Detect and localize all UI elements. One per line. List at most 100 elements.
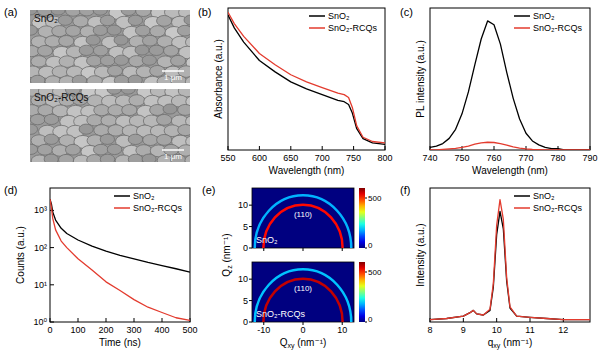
x-axis-label: Qxy (nm⁻¹) — [280, 337, 327, 350]
grain — [157, 15, 172, 26]
panel-label: (f) — [400, 184, 410, 196]
grain — [114, 35, 128, 45]
grain — [178, 104, 190, 115]
grain — [164, 45, 179, 56]
image-label: SnO₂-RCQs — [34, 92, 88, 103]
grain — [100, 154, 115, 162]
grain — [73, 16, 89, 27]
x-axis-label: Wavelength (nm) — [472, 165, 548, 176]
legend-swatch — [514, 27, 530, 29]
grain — [184, 15, 190, 25]
grain — [58, 15, 72, 25]
x-tick-label: 800 — [377, 153, 392, 163]
x-tick — [322, 146, 323, 150]
grain — [157, 134, 172, 145]
grain — [128, 154, 143, 162]
line-chart: 550600650700750800Wavelength (nm)Absorba… — [213, 8, 393, 176]
colorbar-tick-label: 0 — [368, 241, 373, 250]
grain — [44, 134, 58, 144]
sem-background — [30, 89, 190, 162]
x-axis-label: Time (ns) — [99, 337, 141, 348]
grain — [142, 35, 157, 46]
line-chart: 740750760770780790Wavelength (nm)PL inte… — [415, 8, 598, 176]
legend-label: SnO₂-RCQs — [533, 23, 582, 33]
legend-label: SnO₂-RCQs — [133, 203, 182, 213]
x-tick-label: 300 — [126, 325, 141, 335]
y-tick — [50, 322, 54, 323]
x-tick — [530, 318, 531, 322]
sem-image — [30, 10, 190, 83]
grain — [107, 144, 122, 154]
x-tick — [494, 146, 495, 150]
y-tick-label: 10³ — [34, 205, 47, 215]
y-tick — [249, 322, 252, 323]
grain — [185, 155, 190, 162]
x-tick-label: 600 — [252, 153, 267, 163]
grain — [128, 15, 142, 25]
y-axis-label: Qz (nm⁻¹) — [221, 233, 233, 276]
legend-label: SnO₂ — [328, 11, 350, 21]
grain — [87, 76, 103, 83]
grain — [31, 56, 47, 67]
legend-swatch — [514, 207, 530, 209]
legend-label: SnO₂ — [533, 191, 555, 201]
grain — [107, 89, 121, 94]
x-tick-label: 0 — [300, 325, 305, 335]
x-tick — [342, 248, 343, 251]
y-tick-label: 10 — [238, 274, 248, 284]
grain — [87, 155, 102, 162]
grain — [143, 135, 158, 146]
grain — [121, 10, 135, 16]
legend: SnO₂SnO₂-RCQs — [114, 191, 182, 213]
x-tick-label: 11 — [525, 325, 534, 335]
grain — [163, 104, 177, 114]
y-tick — [249, 226, 252, 227]
grain — [114, 55, 128, 65]
colorbar-tick-label: 0 — [368, 315, 373, 324]
x-tick-label: 750 — [454, 153, 469, 163]
plot-frame — [430, 188, 590, 322]
x-tick — [162, 318, 163, 322]
grain — [114, 75, 129, 83]
series-line — [430, 142, 590, 150]
grain — [107, 25, 121, 35]
y-axis-label: Intensity (a.u.) — [415, 223, 426, 286]
series-line — [50, 199, 190, 320]
colorbar-tick — [365, 198, 367, 199]
panel-label: (b) — [198, 6, 211, 18]
x-tick-label: 740 — [422, 153, 437, 163]
y-axis-label: PL intensity (a.u.) — [415, 40, 426, 117]
grain — [30, 75, 45, 83]
grain — [30, 114, 45, 125]
y-axis-label: Counts (a.u.) — [15, 226, 26, 284]
y-tick-label: 0 — [243, 243, 248, 253]
legend-swatch — [114, 195, 130, 197]
peak-label: (110) — [294, 284, 312, 293]
series-group — [430, 200, 590, 320]
y-tick — [50, 247, 54, 248]
peak-label: (110) — [294, 210, 312, 219]
grain — [66, 25, 81, 36]
legend-swatch — [309, 15, 325, 17]
colorbar-tick — [365, 322, 367, 323]
x-tick-label: 750 — [346, 153, 361, 163]
grain — [108, 65, 123, 76]
y-tick — [249, 300, 252, 301]
x-tick — [385, 146, 386, 150]
x-tick — [228, 146, 229, 150]
grain — [178, 125, 190, 136]
series-line — [430, 21, 590, 150]
ring-group — [255, 195, 352, 248]
x-tick — [496, 318, 497, 322]
x-tick — [50, 318, 51, 322]
y-tick — [50, 284, 54, 285]
panel-label: (d) — [4, 184, 17, 196]
x-tick — [263, 248, 264, 251]
x-tick — [463, 318, 464, 322]
sem-image — [30, 89, 190, 162]
grain — [59, 154, 74, 162]
x-tick-label: 400 — [154, 325, 169, 335]
legend-label: SnO₂ — [533, 11, 555, 21]
y-tick-label: 5 — [243, 296, 248, 306]
series-group — [430, 21, 590, 150]
